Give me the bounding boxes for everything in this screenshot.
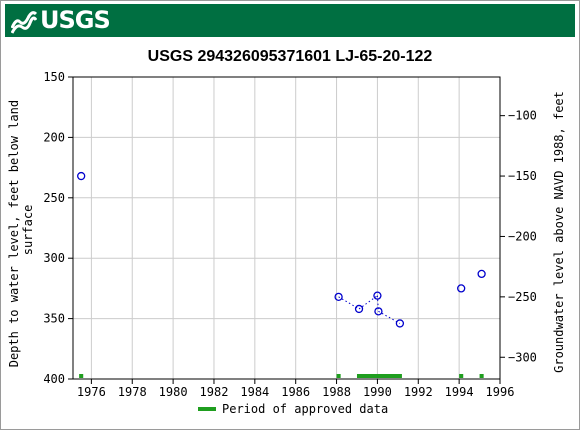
x-tick-label: 1986	[281, 385, 310, 399]
data-point	[354, 304, 364, 314]
approved-period-bar	[479, 374, 484, 378]
y-right-tick-label: −100	[508, 109, 537, 123]
y-left-tick-label: 350	[43, 312, 65, 326]
approved-periods	[79, 374, 484, 378]
data-point	[457, 284, 466, 293]
data-point	[334, 292, 343, 302]
series-connector	[376, 295, 379, 312]
approved-period-bar	[459, 374, 464, 378]
usgs-banner: USGS	[5, 4, 575, 37]
x-tick-label: 1980	[159, 385, 188, 399]
data-point	[373, 291, 382, 300]
x-tick-label: 1988	[322, 385, 351, 399]
approved-period-bar	[336, 374, 341, 378]
grid-lines	[73, 76, 501, 380]
legend-swatch	[198, 407, 216, 411]
legend-label: Period of approved data	[222, 402, 388, 416]
y-axis-left-label-line1: Depth to water level, feet below land	[7, 100, 21, 367]
y-right-tick-label: −250	[508, 290, 537, 304]
y-left-tick-label: 200	[43, 130, 65, 144]
data-point	[77, 171, 86, 181]
y-axis-left-label-line2: surface	[21, 205, 35, 256]
y-left-tick-label: 400	[43, 372, 65, 386]
usgs-wave-icon	[11, 7, 37, 34]
x-tick-label: 1992	[404, 385, 433, 399]
x-tick-label: 1982	[200, 385, 229, 399]
chart-title: USGS 294326095371601 LJ-65-20-122	[148, 48, 433, 65]
approved-period-bar	[79, 374, 84, 378]
axis-ticks: 1976 1978 1980 1982 1984 1986 1988 1990 1992 1994…	[43, 70, 537, 399]
approved-period-bar	[356, 374, 402, 378]
y-axis-right-label: Groundwater level above NAVD 1988, feet	[552, 91, 566, 373]
x-tick-label: 1976	[77, 385, 106, 399]
y-axis-left-label: Depth to water level, feet below land su…	[7, 93, 35, 368]
data-point	[395, 319, 405, 328]
y-right-tick-label: −200	[508, 229, 537, 243]
y-right-tick-label: −150	[508, 169, 537, 183]
x-tick-label: 1994	[445, 385, 474, 399]
y-left-tick-label: 150	[43, 70, 65, 84]
y-left-tick-label: 250	[43, 191, 65, 205]
x-tick-label: 1990	[363, 385, 392, 399]
data-point	[374, 307, 383, 316]
legend: Period of approved data	[198, 402, 388, 416]
data-point	[477, 269, 486, 279]
y-right-tick-label: −300	[508, 350, 537, 364]
x-tick-label: 1978	[118, 385, 147, 399]
x-tick-label: 1984	[240, 385, 269, 399]
usgs-logo[interactable]: USGS	[11, 6, 111, 34]
y-left-tick-label: 300	[43, 251, 65, 265]
usgs-logo-text: USGS	[40, 6, 111, 34]
plot-area-border	[72, 76, 501, 380]
data-connector-lines	[338, 295, 401, 324]
data-points	[77, 171, 486, 328]
x-tick-label: 1996	[486, 385, 515, 399]
